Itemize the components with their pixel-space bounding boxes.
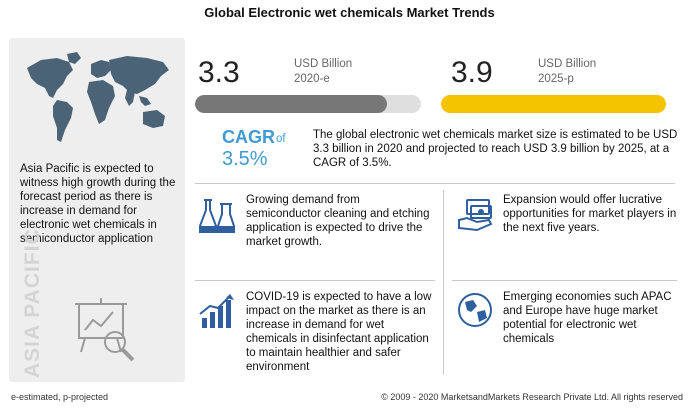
page-title: Global Electronic wet chemicals Market T…	[204, 5, 495, 20]
cagr-value: 3.5%	[222, 148, 268, 170]
market-size-2025-unit: USD Billion	[538, 58, 597, 70]
divider	[443, 190, 444, 375]
divider	[195, 183, 675, 184]
asia-pacific-description: Asia Pacific is expected to witness high…	[20, 163, 176, 245]
market-size-2025-bar-fill	[441, 95, 666, 113]
market-size-2020-year: 2020-e	[294, 73, 330, 85]
chemical-flasks-icon	[199, 199, 235, 233]
block-semiconductor-demand: Growing demand from semiconductor cleani…	[246, 194, 430, 248]
market-size-2020-unit: USD Billion	[294, 58, 353, 70]
divider	[195, 280, 435, 281]
bar-growth-arrow-icon	[199, 294, 234, 328]
divider	[452, 280, 677, 281]
world-map-icon	[27, 52, 169, 142]
globe-icon	[458, 293, 492, 327]
market-size-2025-value: 3.9	[451, 56, 493, 89]
cagr-label: CAGR	[222, 127, 275, 147]
market-summary: The global electronic wet chemicals mark…	[313, 129, 678, 169]
market-size-2025-year: 2025-p	[538, 73, 574, 85]
copyright: © 2009 - 2020 MarketsandMarkets Research…	[381, 392, 683, 402]
market-size-2020-bar-fill	[195, 95, 388, 113]
asia-pacific-vertical-label: ASIA PACIFIC	[21, 228, 44, 378]
market-size-2020-value: 3.3	[198, 56, 240, 89]
money-hand-icon	[458, 199, 493, 232]
market-size-2020-bar	[195, 95, 421, 113]
cagr-of: of	[276, 133, 286, 145]
asia-pacific-panel: Asia Pacific is expected to witness high…	[9, 38, 185, 382]
presentation-magnifier-icon	[75, 298, 135, 362]
footnote: e-estimated, p-projected	[11, 392, 109, 402]
block-covid-impact: COVID-19 is expected to have a low impac…	[246, 291, 432, 373]
block-emerging-economies: Emerging economies such APAC and Europe …	[503, 291, 672, 345]
market-size-2025-bar	[441, 95, 666, 113]
block-expansion-opportunities: Expansion would offer lucrative opportun…	[503, 194, 677, 234]
